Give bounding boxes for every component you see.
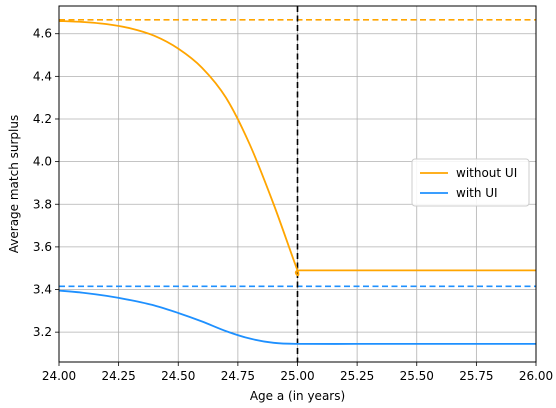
y-tick-label: 3.4: [33, 283, 52, 297]
y-axis-label: Average match surplus: [7, 115, 21, 253]
series-lines: [58, 20, 536, 345]
legend: without UI with UI: [411, 158, 530, 207]
x-tick-label: 24.50: [161, 369, 195, 383]
y-tick-label: 3.2: [33, 325, 52, 339]
x-tick-label: 24.75: [221, 369, 255, 383]
x-tick-label: 24.00: [42, 369, 76, 383]
series-line-without-ui: [58, 20, 536, 277]
x-tick-label: 25.00: [280, 369, 314, 383]
legend-label-with-ui: with UI: [456, 186, 498, 200]
y-tick-label: 4.6: [33, 27, 52, 41]
y-tick-label: 4.4: [33, 69, 52, 83]
legend-label-without-ui: without UI: [456, 166, 517, 180]
series-line-with-ui: [58, 289, 536, 345]
y-tick-label: 3.8: [33, 197, 52, 211]
y-tick-label: 3.6: [33, 240, 52, 254]
legend-box: [411, 158, 530, 207]
x-tick-label: 24.25: [101, 369, 135, 383]
x-tick-label: 25.50: [400, 369, 434, 383]
x-axis-ticks: 24.00 24.25 24.50 24.75 25.00 25.25 25.50 25.75…: [42, 362, 553, 383]
reference-lines: [59, 6, 536, 362]
x-tick-label: 26.00: [519, 369, 553, 383]
x-axis-label: Age a (in years): [250, 389, 345, 403]
y-axis-ticks: 3.2 3.4 3.6 3.8 4.0 4.2 4.4 4.6: [33, 27, 59, 339]
y-tick-label: 4.0: [33, 155, 52, 169]
y-tick-label: 4.2: [33, 112, 52, 126]
x-tick-label: 25.75: [459, 369, 493, 383]
x-tick-label: 25.25: [340, 369, 374, 383]
